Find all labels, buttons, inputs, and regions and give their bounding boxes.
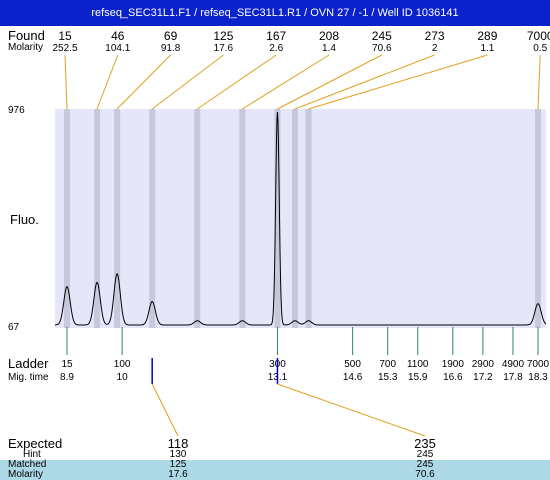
- hint-label: Hint: [23, 449, 41, 460]
- electropherogram-chart: 15252.546104.16991.812517.61672.62081.42…: [52, 29, 550, 436]
- found-connector-7: [294, 54, 435, 110]
- found-molarity-6: 70.6: [372, 43, 392, 54]
- fluo-axis-label: Fluo.: [10, 212, 39, 227]
- ladder-mig-time-9: 18.3: [528, 372, 548, 383]
- y-axis-max-label: 976: [8, 105, 25, 116]
- molarity-row: Molarity 17.6 70.6: [0, 470, 550, 480]
- found-size-4: 167: [266, 29, 286, 43]
- expected-row: Expected 118 235: [0, 436, 550, 451]
- found-molarity-8: 1.1: [480, 43, 494, 54]
- ladder-mig-time-6: 16.6: [443, 372, 463, 383]
- found-molarity-7: 2: [432, 43, 438, 54]
- ladder-mig-time-5: 15.9: [408, 372, 428, 383]
- expected-value-1: 118: [167, 436, 189, 451]
- found-size-0: 15: [58, 29, 72, 43]
- found-size-3: 125: [213, 29, 233, 43]
- hint-value-2: 245: [416, 449, 434, 460]
- ladder-size-4: 700: [379, 359, 396, 370]
- hint-row: Hint 130 245: [0, 450, 550, 460]
- expected-value-2: 235: [414, 436, 436, 451]
- found-connector-2: [116, 54, 171, 110]
- molarity-value-2: 70.6: [415, 469, 435, 480]
- found-molarity-9: 0.5: [533, 43, 547, 54]
- peak-band-6: [274, 109, 281, 328]
- peak-band-0: [64, 109, 70, 328]
- matched-row: Matched 125 245: [0, 460, 550, 470]
- ladder-size-8: 4900: [502, 359, 525, 370]
- peak-band-1: [94, 109, 101, 328]
- found-connector-3: [151, 54, 224, 110]
- found-size-8: 289: [477, 29, 497, 43]
- ladder-mig-time-0: 8.9: [60, 372, 74, 383]
- found-molarity-3: 17.6: [214, 43, 234, 54]
- ladder-size-6: 1900: [442, 359, 465, 370]
- molarity-value-1: 17.6: [168, 469, 188, 480]
- found-connector-0: [64, 54, 68, 110]
- peak-band-8: [305, 109, 312, 328]
- ladder-size-1: 100: [114, 359, 131, 370]
- ladder-size-9: 7000: [527, 359, 550, 370]
- molarity-row-label: Molarity: [8, 469, 44, 480]
- found-molarity-2: 91.8: [161, 43, 181, 54]
- peak-band-2: [114, 109, 121, 328]
- ladder-label: Ladder: [8, 356, 49, 371]
- ladder-size-7: 2900: [472, 359, 495, 370]
- found-connector-9: [537, 54, 541, 110]
- ladder-mig-time-8: 17.8: [503, 372, 523, 383]
- y-axis-min-label: 67: [8, 322, 20, 333]
- found-connector-6: [277, 54, 383, 110]
- found-size-2: 69: [164, 29, 178, 43]
- found-molarity-1: 104.1: [105, 43, 130, 54]
- found-size-5: 208: [319, 29, 339, 43]
- molarity-label: Molarity: [8, 42, 44, 53]
- matched-value-1: 125: [169, 459, 187, 470]
- ladder-mig-time-1: 10: [117, 372, 129, 383]
- ladder-size-0: 15: [61, 359, 73, 370]
- peak-band-3: [149, 109, 156, 328]
- hint-value-1: 130: [169, 449, 187, 460]
- found-label: Found: [8, 28, 45, 43]
- matched-connector-1: [277, 383, 426, 436]
- peak-band-7: [291, 109, 298, 328]
- found-size-1: 46: [111, 29, 125, 43]
- found-size-9: 7000: [527, 29, 550, 43]
- expected-label: Expected: [8, 436, 63, 451]
- found-connector-1: [96, 54, 119, 110]
- found-size-6: 245: [372, 29, 392, 43]
- ladder-mig-time-7: 17.2: [473, 372, 493, 383]
- matched-connector-0: [151, 383, 179, 436]
- found-molarity-0: 252.5: [52, 43, 77, 54]
- plot-area: [55, 109, 546, 328]
- matched-label: Matched: [8, 459, 47, 470]
- peak-band-5: [239, 109, 246, 328]
- trace-line: [54, 112, 547, 326]
- peak-band-4: [194, 109, 201, 328]
- ladder-size-5: 1100: [407, 359, 429, 370]
- title-bar: refseq_SEC31L1.F1 / refseq_SEC31L1.R1 / …: [0, 0, 550, 26]
- mig-time-label: Mig. time: [8, 372, 49, 383]
- peak-band-9: [535, 109, 541, 328]
- ladder-mig-time-4: 15.3: [378, 372, 398, 383]
- matched-value-2: 245: [416, 459, 434, 470]
- found-connector-4: [196, 54, 277, 110]
- ladder-mig-time-3: 14.6: [343, 372, 363, 383]
- ladder-size-3: 500: [344, 359, 361, 370]
- found-connector-5: [242, 54, 330, 110]
- found-molarity-5: 1.4: [322, 43, 336, 54]
- found-molarity-4: 2.6: [269, 43, 283, 54]
- found-size-7: 273: [425, 29, 445, 43]
- found-connector-8: [308, 54, 488, 110]
